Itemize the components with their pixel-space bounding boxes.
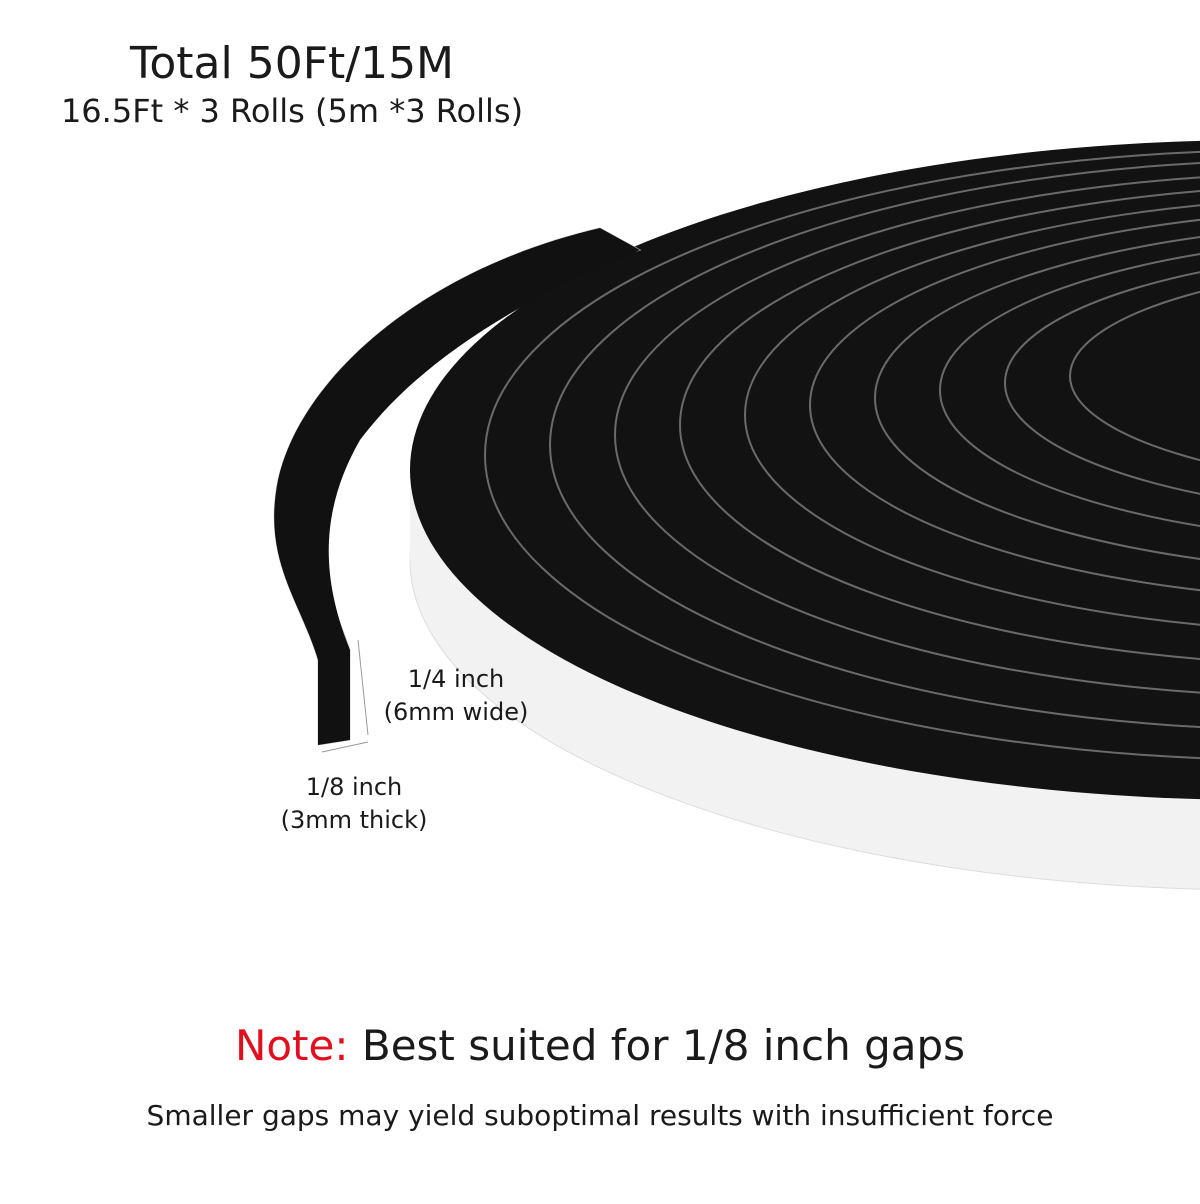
note-label: Note: [235,1021,349,1070]
footer-text: Smaller gaps may yield suboptimal result… [147,1099,1054,1132]
thickness-detail: (3mm thick) [281,806,428,834]
note-text: Best suited for 1/8 inch gaps [362,1021,965,1070]
width-label: 1/4 inch [408,665,505,693]
dimension-line [321,741,369,753]
note: Note: Best suited for 1/8 inch gaps [235,1021,965,1070]
roll-spiral [484,149,1200,761]
subtitle: 16.5Ft * 3 Rolls (5m *3 Rolls) [61,92,523,130]
title: Total 50Ft/15M [129,38,454,89]
strip-face [274,228,640,745]
thickness-label: 1/8 inch [306,773,403,801]
dimension-line [357,639,369,736]
roll-top [410,140,1200,800]
width-detail: (6mm wide) [384,698,529,726]
